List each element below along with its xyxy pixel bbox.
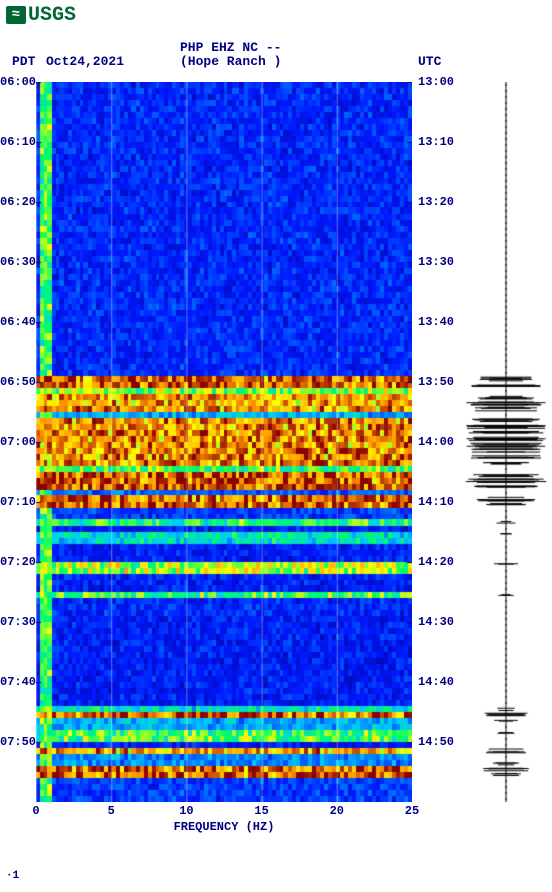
ytick-left: 07:40 (0, 675, 34, 689)
xtick: 0 (32, 804, 39, 818)
ytick-right: 13:20 (418, 195, 458, 209)
ytick-right: 14:50 (418, 735, 458, 749)
ytick-right: 14:00 (418, 435, 458, 449)
seismogram-panel (464, 82, 548, 802)
ytick-right: 13:30 (418, 255, 458, 269)
x-axis-title: FREQUENCY (HZ) (36, 820, 412, 834)
ytick-left: 07:10 (0, 495, 34, 509)
xtick: 25 (405, 804, 419, 818)
spectrogram-panel (36, 82, 412, 802)
ytick-right: 14:10 (418, 495, 458, 509)
ytick-right: 14:20 (418, 555, 458, 569)
channel-label: PHP EHZ NC -- (180, 40, 281, 55)
xtick: 15 (254, 804, 268, 818)
spectrogram-canvas (36, 82, 412, 802)
y-axis-right: 13:0013:1013:2013:3013:4013:5014:0014:10… (418, 82, 458, 802)
logo-text: USGS (28, 4, 76, 27)
ytick-left: 06:10 (0, 135, 34, 149)
tz-left-label: PDT (12, 54, 35, 69)
ytick-left: 07:30 (0, 615, 34, 629)
ytick-right: 13:00 (418, 75, 458, 89)
ytick-left: 07:20 (0, 555, 34, 569)
ytick-right: 14:40 (418, 675, 458, 689)
y-axis-left: 06:0006:1006:2006:3006:4006:5007:0007:10… (0, 82, 34, 802)
tz-right-label: UTC (418, 54, 441, 69)
ytick-right: 13:40 (418, 315, 458, 329)
ytick-left: 06:20 (0, 195, 34, 209)
seismogram-canvas (464, 82, 548, 802)
wave-icon: ≈ (6, 6, 26, 24)
ytick-right: 13:50 (418, 375, 458, 389)
ytick-left: 07:00 (0, 435, 34, 449)
footer-mark: ·1 (6, 870, 19, 882)
ytick-right: 14:30 (418, 615, 458, 629)
site-label: (Hope Ranch ) (180, 54, 281, 69)
date-label: Oct24,2021 (46, 54, 124, 69)
usgs-logo: ≈USGS (6, 4, 76, 27)
ytick-right: 13:10 (418, 135, 458, 149)
ytick-left: 07:50 (0, 735, 34, 749)
xtick: 10 (179, 804, 193, 818)
ytick-left: 06:50 (0, 375, 34, 389)
xtick: 5 (108, 804, 115, 818)
ytick-left: 06:30 (0, 255, 34, 269)
ytick-left: 06:40 (0, 315, 34, 329)
xtick: 20 (330, 804, 344, 818)
ytick-left: 06:00 (0, 75, 34, 89)
